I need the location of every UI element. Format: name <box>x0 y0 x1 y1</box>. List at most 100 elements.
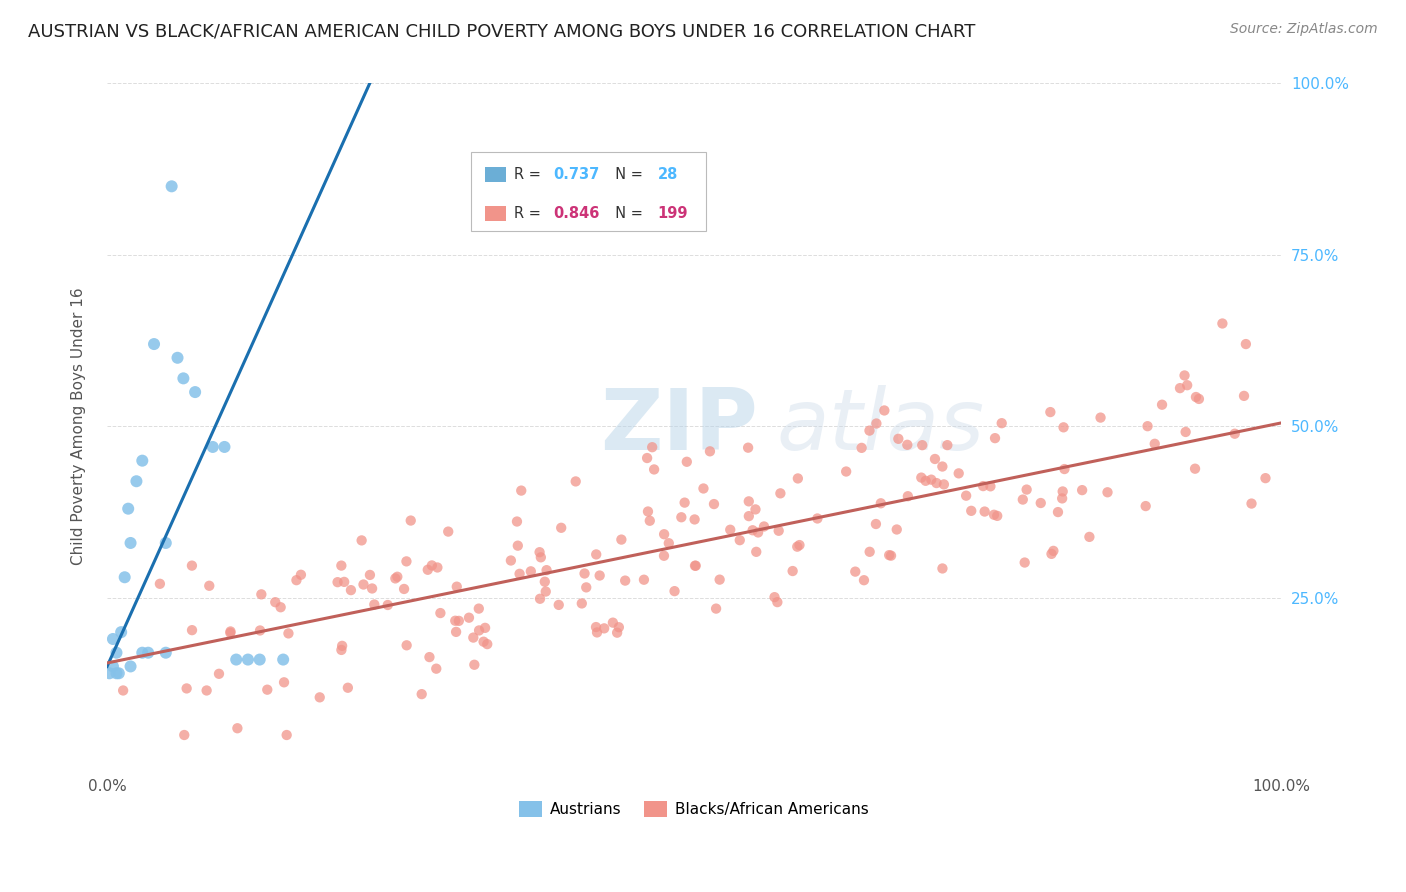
Point <box>675 455 697 469</box>
Text: R =: R = <box>515 206 546 221</box>
Point <box>744 502 766 516</box>
Point <box>336 681 359 695</box>
Point <box>1223 426 1246 441</box>
Point <box>533 574 555 589</box>
Point <box>236 652 259 666</box>
Point <box>176 681 198 696</box>
Point <box>610 533 633 547</box>
Point <box>925 476 948 491</box>
Point <box>160 179 183 194</box>
Point <box>869 496 891 510</box>
Text: AUSTRIAN VS BLACK/AFRICAN AMERICAN CHILD POVERTY AMONG BOYS UNDER 16 CORRELATION: AUSTRIAN VS BLACK/AFRICAN AMERICAN CHILD… <box>28 22 976 40</box>
Point <box>658 536 681 550</box>
Point <box>361 582 384 596</box>
Point <box>910 470 932 484</box>
Point <box>506 539 529 553</box>
Point <box>226 721 249 735</box>
Point <box>1184 461 1206 475</box>
Point <box>333 574 356 589</box>
Point <box>276 728 298 742</box>
Point <box>256 682 278 697</box>
Point <box>865 516 887 531</box>
Point <box>1097 485 1119 500</box>
Point <box>290 567 312 582</box>
Point <box>1015 483 1038 497</box>
Bar <box>485 206 506 221</box>
Point <box>308 690 330 705</box>
Point <box>120 659 142 673</box>
Point <box>418 650 440 665</box>
Point <box>472 634 495 648</box>
Point <box>468 624 491 638</box>
Point <box>1071 483 1094 497</box>
Point <box>664 584 686 599</box>
Point <box>671 510 693 524</box>
Point <box>683 558 706 573</box>
Y-axis label: Child Poverty Among Boys Under 16: Child Poverty Among Boys Under 16 <box>72 287 86 566</box>
Point <box>602 615 624 630</box>
Point <box>166 351 188 365</box>
Point <box>101 632 124 646</box>
Point <box>384 571 406 585</box>
Point <box>984 431 1007 445</box>
Point <box>886 523 908 537</box>
Point <box>125 475 148 489</box>
Point <box>844 565 866 579</box>
Text: 0.737: 0.737 <box>553 167 599 182</box>
Point <box>264 595 287 609</box>
Point <box>285 573 308 587</box>
Point <box>270 600 292 615</box>
Point <box>673 495 696 509</box>
Point <box>574 566 596 581</box>
Point <box>1039 405 1062 419</box>
Point <box>768 524 790 538</box>
Point <box>699 444 721 458</box>
Point <box>416 563 439 577</box>
Point <box>143 337 166 351</box>
Point <box>353 577 375 591</box>
Point <box>499 553 522 567</box>
Point <box>786 471 808 485</box>
Point <box>858 424 880 438</box>
Point <box>589 568 612 582</box>
Point <box>1011 492 1033 507</box>
Point <box>637 504 659 518</box>
Point <box>990 416 1012 430</box>
Point <box>529 545 551 559</box>
Point <box>181 623 204 637</box>
Point <box>1211 317 1233 331</box>
Point <box>1136 419 1159 434</box>
Point <box>852 573 875 587</box>
Point <box>1254 471 1277 485</box>
Point <box>550 521 572 535</box>
Point <box>131 646 153 660</box>
Point <box>509 566 531 581</box>
Point <box>652 527 675 541</box>
Point <box>960 504 983 518</box>
Point <box>468 601 491 615</box>
Point <box>851 441 873 455</box>
Point <box>973 504 995 518</box>
Point <box>704 601 727 615</box>
Point <box>1050 491 1073 506</box>
Point <box>983 508 1005 522</box>
Point <box>936 438 959 452</box>
Point <box>110 625 132 640</box>
Point <box>607 620 630 634</box>
Point <box>155 646 177 660</box>
Point <box>877 548 900 562</box>
Point <box>273 675 295 690</box>
Legend: Austrians, Blacks/African Americans: Austrians, Blacks/African Americans <box>513 795 875 823</box>
Text: R =: R = <box>515 167 546 182</box>
Point <box>529 591 551 606</box>
Point <box>506 515 529 529</box>
Point <box>271 652 294 666</box>
Point <box>752 519 775 533</box>
Point <box>806 511 828 525</box>
Point <box>198 579 221 593</box>
Point <box>350 533 373 548</box>
Point <box>330 643 353 657</box>
Text: 0.846: 0.846 <box>553 206 599 221</box>
Point <box>571 597 593 611</box>
Point <box>536 563 558 577</box>
